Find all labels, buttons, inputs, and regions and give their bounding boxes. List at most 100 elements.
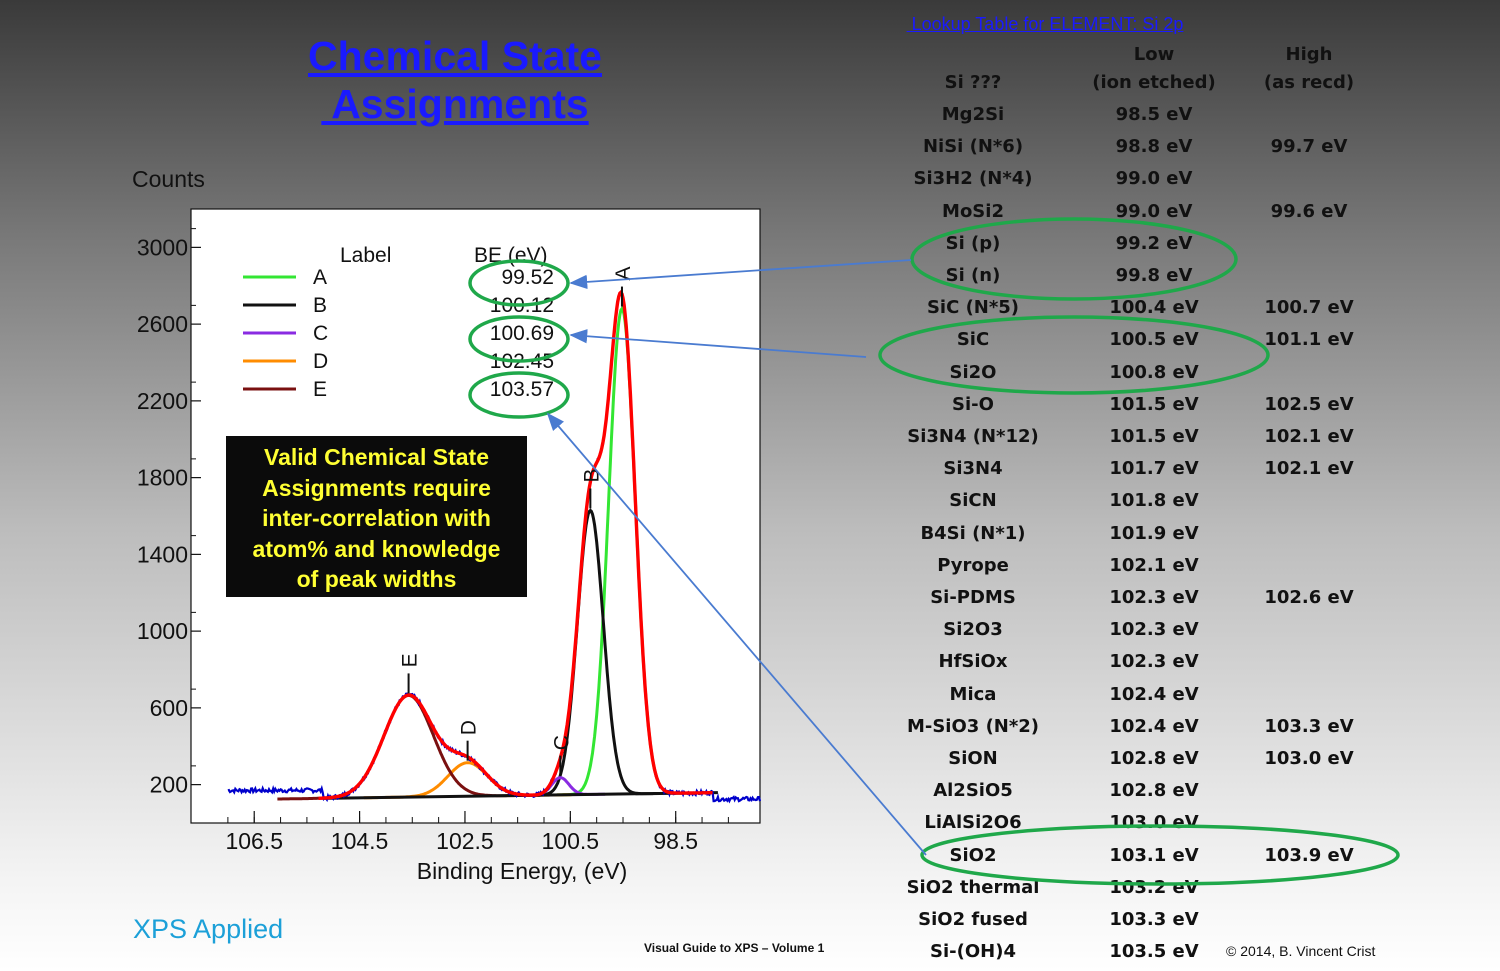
lookup-row-low: 101.5 eV bbox=[1109, 393, 1199, 415]
lookup-table-title[interactable]: Lookup Table for ELEMENT: Si 2p bbox=[906, 14, 1184, 34]
lookup-row-name: M-SiO3 (N*2) bbox=[906, 715, 1040, 737]
lookup-row-name: NiSi (N*6) bbox=[922, 136, 1024, 158]
x-tick-label: 106.5 bbox=[225, 828, 283, 854]
x-tick-label: 104.5 bbox=[331, 828, 389, 854]
legend-be-value: 102.45 bbox=[490, 350, 554, 373]
note-line: Valid Chemical State bbox=[264, 444, 489, 470]
y-tick-label: 1800 bbox=[137, 465, 188, 491]
lookup-row-name: Mica bbox=[949, 683, 997, 705]
lookup-row-name: Si3H2 (N*4) bbox=[913, 168, 1033, 190]
legend-label: A bbox=[313, 266, 327, 289]
lookup-row-name: Si3N4 (N*12) bbox=[907, 426, 1039, 447]
lookup-row-name: SiC (N*5) bbox=[926, 297, 1020, 319]
note-line: inter-correlation with bbox=[262, 505, 491, 531]
lookup-row-high: 103.3 eV bbox=[1264, 715, 1354, 737]
lookup-row-high: 102.6 eV bbox=[1264, 587, 1354, 608]
peak-label-E: E bbox=[399, 653, 422, 667]
lookup-row-low: 100.8 eV bbox=[1109, 361, 1199, 383]
lookup-row-high: 99.7 eV bbox=[1270, 136, 1348, 158]
lookup-row-low: 101.8 eV bbox=[1109, 490, 1199, 512]
note-box: Valid Chemical State Assignments require… bbox=[226, 436, 527, 597]
slide-title: Chemical State Assignments bbox=[255, 32, 655, 128]
lookup-row-name: MoSi2 bbox=[942, 200, 1004, 222]
legend-be-value: 99.52 bbox=[501, 266, 554, 289]
lookup-row-name: Si2O3 bbox=[943, 619, 1003, 641]
y-tick-label: 1000 bbox=[137, 618, 188, 644]
lookup-row-high: 99.6 eV bbox=[1270, 200, 1348, 222]
footer-title: Visual Guide to XPS – Volume 1 bbox=[644, 941, 825, 955]
x-axis-label: Binding Energy, (eV) bbox=[417, 858, 628, 884]
lookup-row-name: SiO2 fused bbox=[918, 909, 1028, 930]
note-line: Assignments require bbox=[262, 474, 491, 501]
legend-be-value: 100.69 bbox=[490, 322, 554, 345]
lookup-row-low: 103.1 eV bbox=[1109, 844, 1199, 866]
lookup-header-name: Si ??? bbox=[944, 72, 1002, 93]
lookup-row-low: 102.4 eV bbox=[1109, 683, 1199, 705]
lookup-row-name: HfSiOx bbox=[938, 651, 1008, 673]
lookup-header-high-sub: (as recd) bbox=[1263, 72, 1355, 93]
lookup-row-name: Al2SiO5 bbox=[933, 780, 1013, 802]
legend-label: E bbox=[313, 378, 327, 401]
lookup-row-low: 102.8 eV bbox=[1109, 748, 1199, 769]
lookup-row-low: 103.0 eV bbox=[1109, 812, 1199, 834]
x-tick-label: 100.5 bbox=[542, 828, 600, 854]
lookup-row-high: 102.1 eV bbox=[1264, 458, 1354, 480]
lookup-row-low: 103.3 eV bbox=[1109, 909, 1199, 930]
lookup-row-low: 99.2 eV bbox=[1115, 232, 1193, 254]
lookup-row-low: 99.8 eV bbox=[1115, 265, 1193, 286]
lookup-row-name: Si2O bbox=[949, 361, 997, 383]
lookup-row-name: SiC bbox=[956, 329, 990, 351]
lookup-header-low: Low bbox=[1133, 44, 1175, 65]
note-line: atom% and knowledge bbox=[252, 535, 501, 562]
lookup-row-high: 102.1 eV bbox=[1264, 426, 1354, 447]
lookup-row-name: Si (p) bbox=[945, 232, 1001, 254]
copyright: © 2014, B. Vincent Crist bbox=[1226, 943, 1376, 959]
lookup-row-low: 101.5 eV bbox=[1109, 426, 1199, 447]
lookup-row-name: LiAlSi2O6 bbox=[924, 812, 1022, 834]
lookup-row-name: B4Si (N*1) bbox=[920, 522, 1026, 544]
y-axis-label: Counts bbox=[132, 166, 205, 192]
lookup-row-low: 102.3 eV bbox=[1109, 587, 1199, 608]
lookup-row-low: 100.4 eV bbox=[1109, 297, 1199, 319]
slide-title-line-2: Assignments bbox=[321, 81, 589, 127]
lookup-row-low: 101.7 eV bbox=[1109, 458, 1199, 480]
slide-title-line-1: Chemical State bbox=[308, 33, 602, 79]
lookup-row-low: 103.5 eV bbox=[1109, 941, 1199, 963]
peak-label-B: B bbox=[580, 468, 603, 482]
y-tick-label: 2200 bbox=[137, 388, 188, 414]
lookup-row-low: 100.5 eV bbox=[1109, 329, 1199, 351]
lookup-row-name: Si3N4 bbox=[943, 458, 1003, 480]
lookup-row-name: Si-PDMS bbox=[930, 587, 1016, 608]
peak-label-D: D bbox=[458, 720, 481, 735]
legend-be-value: 100.12 bbox=[490, 294, 554, 317]
lookup-row-high: 100.7 eV bbox=[1264, 297, 1354, 319]
lookup-row-low: 102.3 eV bbox=[1109, 619, 1199, 641]
lookup-row-name: SiCN bbox=[949, 490, 997, 512]
lookup-row-high: 101.1 eV bbox=[1264, 329, 1354, 351]
lookup-row-name: Si (n) bbox=[945, 265, 1001, 286]
lookup-row-low: 99.0 eV bbox=[1115, 168, 1193, 190]
y-tick-label: 200 bbox=[150, 772, 188, 798]
lookup-row-high: 103.9 eV bbox=[1264, 844, 1354, 866]
legend-label: B bbox=[313, 294, 327, 317]
peak-label-A: A bbox=[612, 267, 635, 281]
lookup-row-name: Si-O bbox=[952, 393, 994, 415]
lookup-header-high: High bbox=[1285, 44, 1333, 65]
lookup-row-low: 102.1 eV bbox=[1109, 554, 1199, 576]
peak-label-C: C bbox=[550, 735, 573, 750]
lookup-row-low: 102.8 eV bbox=[1109, 780, 1199, 802]
y-axis-ticks: 200 600 1000 1400 1800 2200 2600 3000 bbox=[137, 228, 201, 798]
lookup-row-high: 103.0 eV bbox=[1264, 748, 1354, 769]
legend-be-value: 103.57 bbox=[490, 378, 554, 401]
legend-label: C bbox=[313, 322, 328, 345]
y-tick-label: 3000 bbox=[137, 234, 188, 260]
lookup-row-low: 102.3 eV bbox=[1109, 651, 1199, 673]
note-line: of peak widths bbox=[296, 566, 457, 592]
lookup-row-low: 102.4 eV bbox=[1109, 715, 1199, 737]
legend-header-label: Label bbox=[340, 244, 391, 267]
legend-header-be: BE (eV) bbox=[474, 244, 548, 267]
lookup-row-name: Mg2Si bbox=[941, 104, 1005, 125]
y-tick-label: 1400 bbox=[137, 541, 188, 567]
legend-label: D bbox=[313, 350, 328, 373]
lookup-row-name: SiO2 thermal bbox=[906, 876, 1040, 898]
